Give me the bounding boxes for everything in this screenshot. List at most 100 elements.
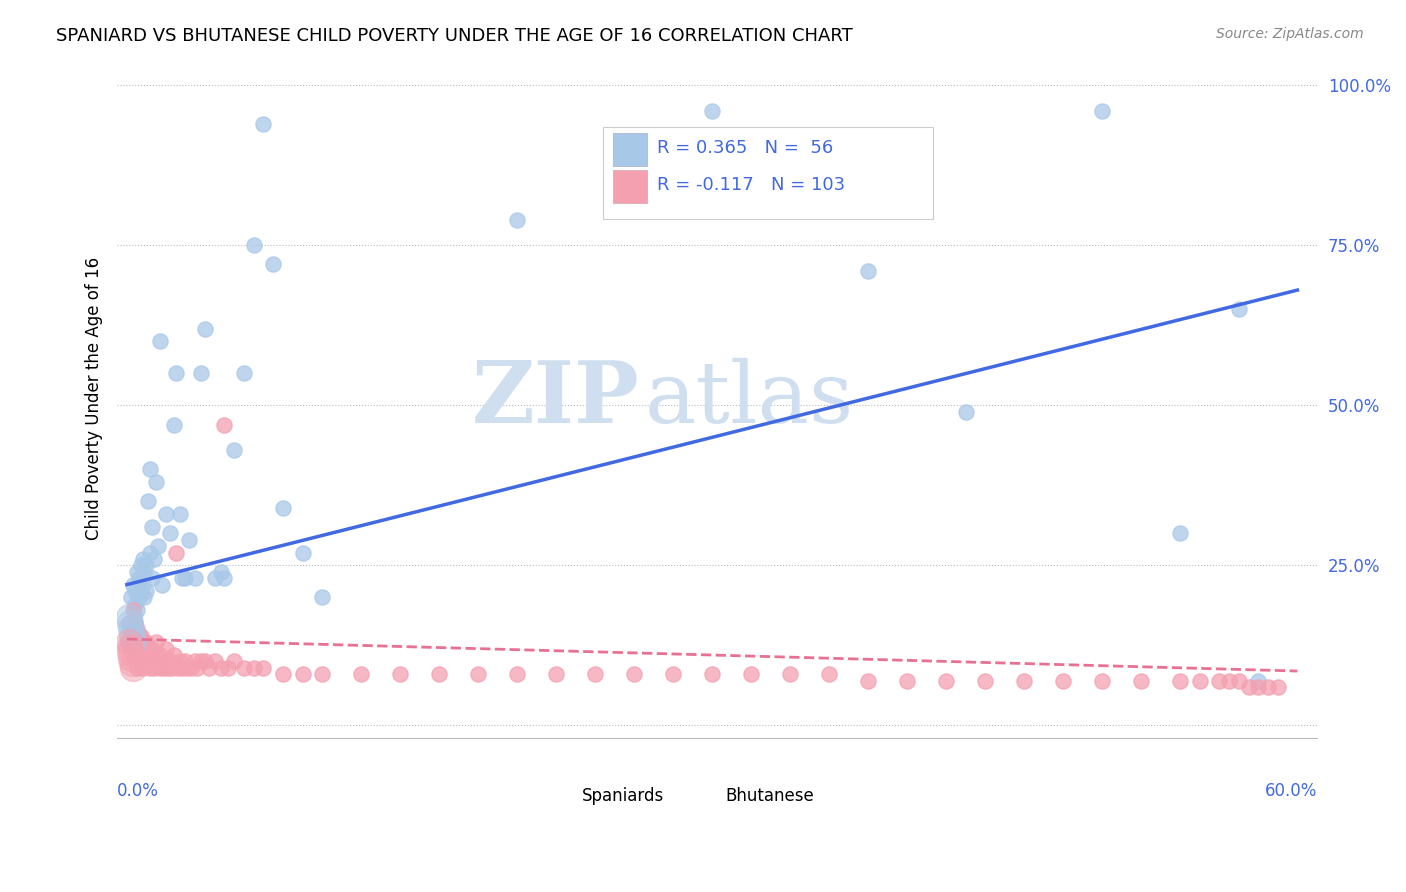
Point: [146, 539, 169, 553]
Point: [233, 661, 256, 675]
Point: [120, 629, 142, 643]
Point: [129, 558, 152, 573]
Point: [131, 635, 153, 649]
Point: [779, 667, 801, 681]
Point: [163, 417, 186, 432]
Point: [141, 571, 163, 585]
Point: [224, 655, 246, 669]
Point: [506, 212, 529, 227]
Point: [125, 661, 148, 675]
Point: [128, 629, 150, 643]
Point: [134, 591, 156, 605]
Point: [138, 655, 160, 669]
Text: 0.0%: 0.0%: [117, 782, 159, 800]
Point: [546, 667, 568, 681]
Point: [124, 655, 146, 669]
Point: [124, 641, 146, 656]
Point: [252, 117, 274, 131]
Point: [155, 641, 177, 656]
Point: [1208, 673, 1230, 688]
Text: Source: ZipAtlas.com: Source: ZipAtlas.com: [1216, 27, 1364, 41]
Point: [135, 584, 157, 599]
Point: [166, 661, 188, 675]
Point: [149, 648, 172, 662]
Point: [120, 591, 142, 605]
Point: [311, 667, 333, 681]
Point: [184, 571, 207, 585]
Point: [506, 667, 529, 681]
Point: [150, 577, 173, 591]
Text: atlas: atlas: [645, 358, 855, 441]
Point: [134, 655, 156, 669]
Point: [139, 462, 162, 476]
Point: [291, 667, 314, 681]
Point: [120, 641, 142, 656]
Point: [138, 641, 160, 656]
Point: [242, 661, 264, 675]
Point: [1257, 680, 1279, 694]
Text: 60.0%: 60.0%: [1264, 782, 1317, 800]
Point: [143, 552, 166, 566]
Text: ZIP: ZIP: [471, 357, 640, 441]
Point: [128, 655, 150, 669]
Point: [1188, 673, 1211, 688]
Point: [233, 367, 256, 381]
Point: [128, 641, 150, 656]
Point: [1218, 673, 1240, 688]
Point: [143, 661, 166, 675]
Point: [311, 591, 333, 605]
Point: [163, 648, 186, 662]
Point: [583, 667, 606, 681]
Point: [291, 545, 314, 559]
Point: [139, 661, 162, 675]
Point: [125, 635, 148, 649]
Point: [121, 656, 143, 670]
FancyBboxPatch shape: [613, 133, 647, 166]
Point: [184, 655, 207, 669]
Point: [174, 571, 197, 585]
Point: [141, 641, 163, 656]
Point: [350, 667, 373, 681]
Point: [131, 661, 153, 675]
Point: [1247, 673, 1270, 688]
Point: [176, 661, 198, 675]
Point: [165, 367, 187, 381]
Point: [120, 623, 142, 637]
Point: [121, 577, 143, 591]
Point: [121, 623, 143, 637]
FancyBboxPatch shape: [690, 781, 721, 811]
Point: [118, 640, 141, 655]
Point: [135, 648, 157, 662]
Point: [1170, 673, 1192, 688]
FancyBboxPatch shape: [603, 128, 934, 219]
Point: [125, 565, 148, 579]
Point: [194, 321, 217, 335]
Point: [194, 655, 217, 669]
Text: R = -0.117   N = 103: R = -0.117 N = 103: [657, 176, 845, 194]
Point: [271, 500, 294, 515]
Point: [170, 661, 193, 675]
Point: [1130, 673, 1153, 688]
Point: [858, 264, 880, 278]
Point: [149, 661, 172, 675]
FancyBboxPatch shape: [547, 781, 578, 811]
Point: [124, 584, 146, 599]
Point: [120, 650, 142, 665]
Point: [134, 641, 156, 656]
Point: [159, 655, 181, 669]
Point: [141, 655, 163, 669]
Point: [1091, 103, 1114, 118]
Point: [427, 667, 450, 681]
Point: [125, 648, 148, 662]
Point: [121, 635, 143, 649]
Point: [146, 655, 169, 669]
Point: [896, 673, 918, 688]
Point: [121, 648, 143, 662]
Text: SPANIARD VS BHUTANESE CHILD POVERTY UNDER THE AGE OF 16 CORRELATION CHART: SPANIARD VS BHUTANESE CHILD POVERTY UNDE…: [56, 27, 853, 45]
Point: [1227, 673, 1250, 688]
Point: [467, 667, 489, 681]
Point: [156, 661, 179, 675]
Point: [135, 635, 157, 649]
Point: [702, 667, 724, 681]
Point: [217, 661, 239, 675]
